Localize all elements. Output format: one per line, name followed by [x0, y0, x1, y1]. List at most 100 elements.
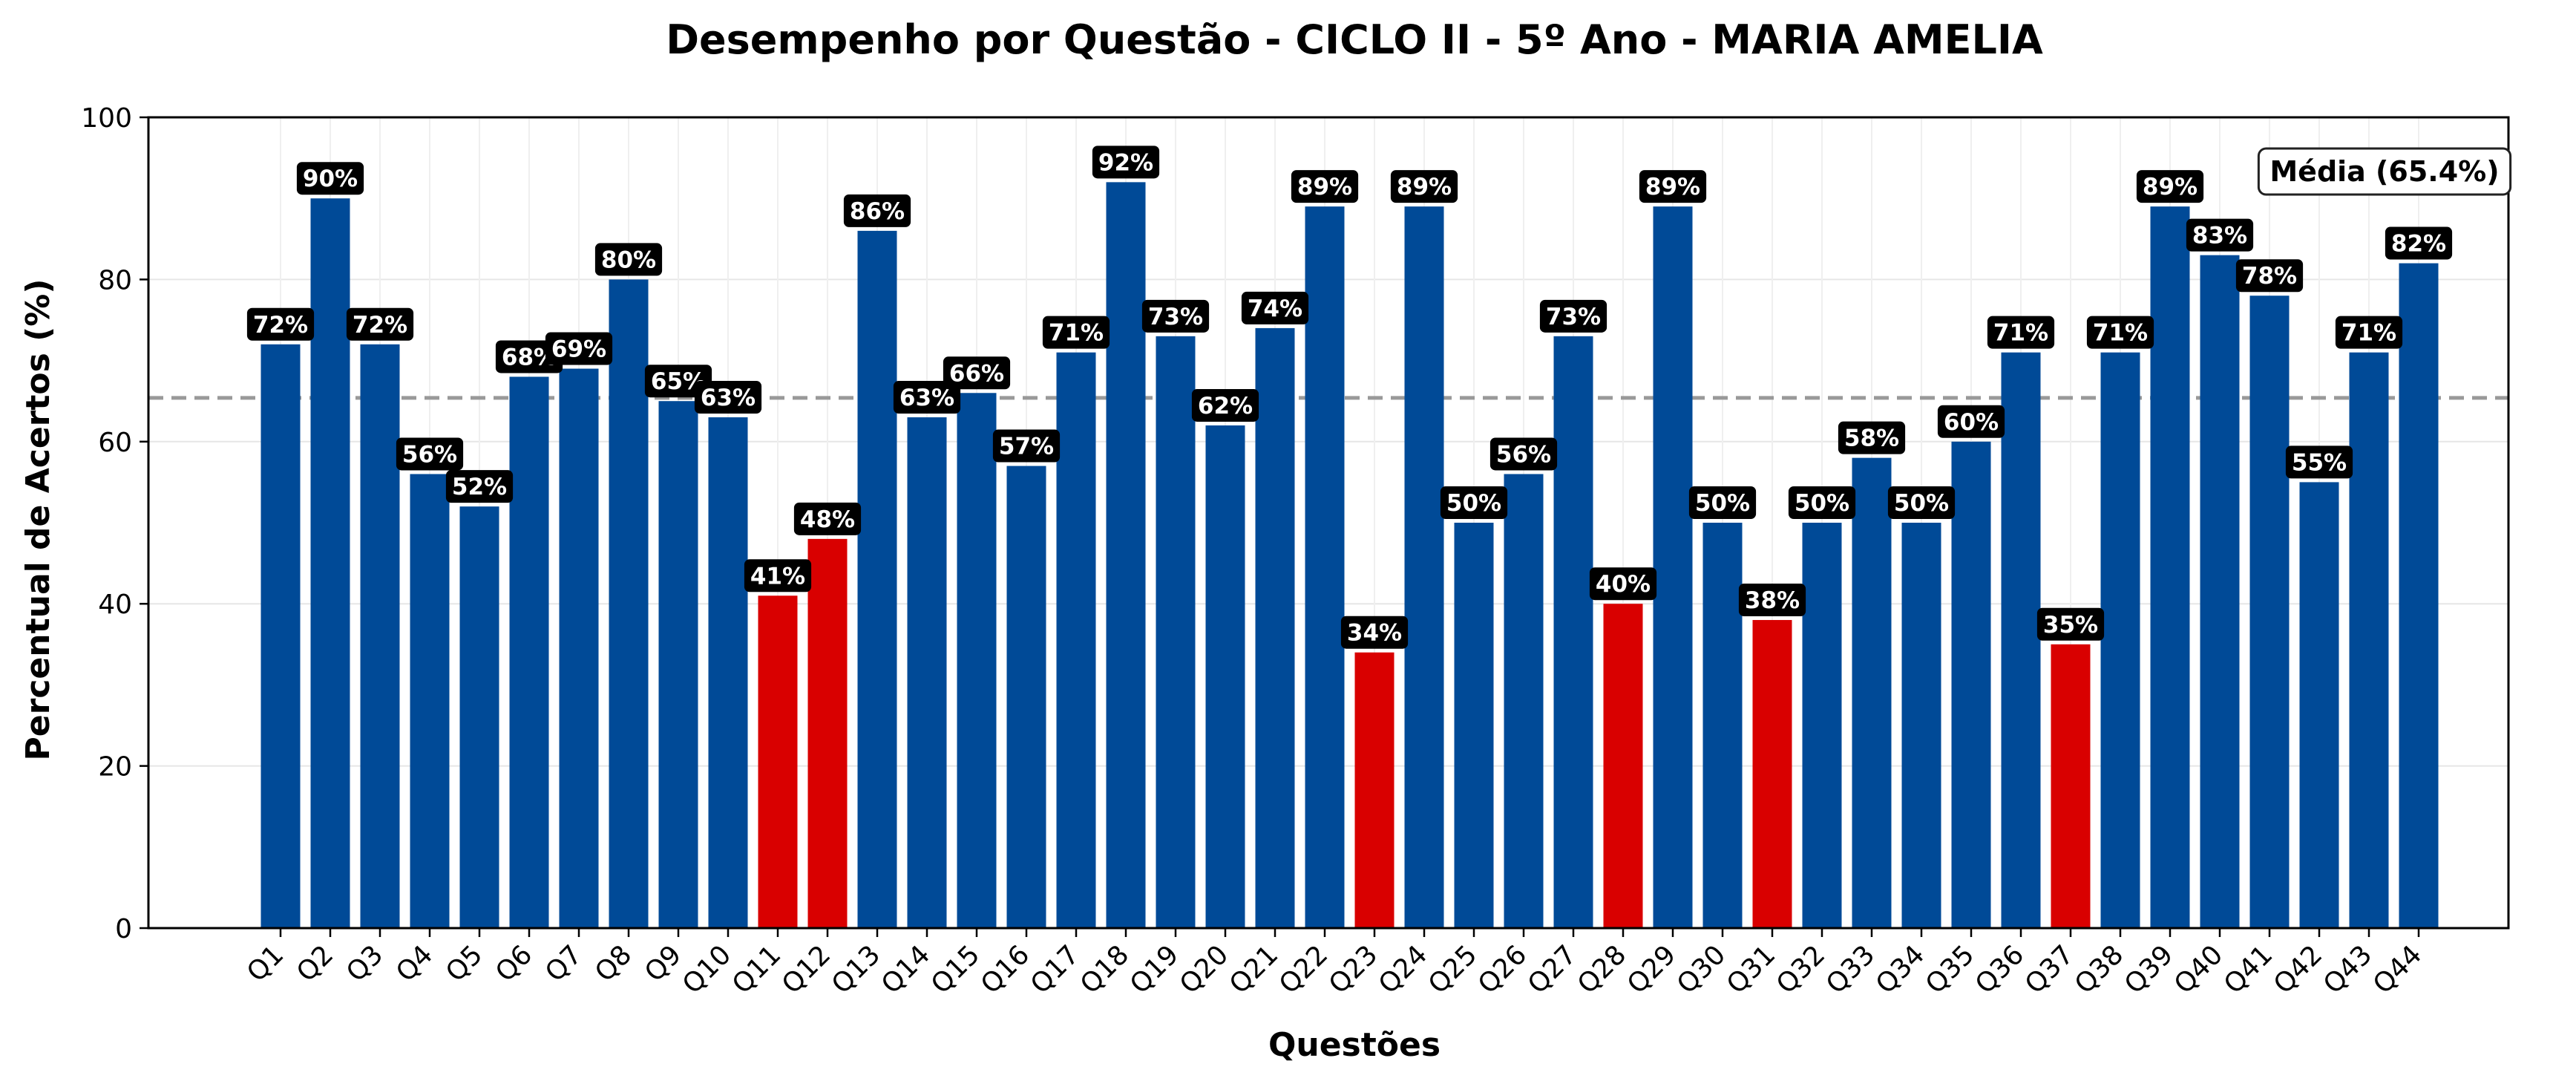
data-label-q23: 34% [1340, 616, 1409, 649]
data-label-text: 55% [2292, 449, 2347, 476]
data-label-bg [694, 381, 762, 414]
bar-q23 [1354, 652, 1394, 928]
data-label-text: 89% [2143, 174, 2198, 200]
x-tick-label: Q8 [589, 939, 638, 988]
data-label-text: 73% [1546, 304, 1601, 330]
data-label-q37: 35% [2036, 607, 2105, 641]
data-label-q17: 71% [1042, 316, 1110, 349]
data-label-q29: 89% [1639, 170, 1707, 203]
data-label-q32: 50% [1788, 486, 1856, 519]
bar-q18 [1106, 182, 1146, 929]
y-tick-label: 80 [98, 265, 132, 296]
bar-q8 [609, 279, 649, 928]
bar-q2 [310, 198, 350, 928]
data-label-bg [793, 502, 862, 535]
data-label-q16: 57% [992, 429, 1061, 463]
data-label-bg [1639, 170, 1707, 203]
data-label-text: 69% [551, 336, 606, 363]
data-label-q36: 71% [1987, 316, 2055, 349]
x-tick-label: Q26 [1472, 939, 1533, 999]
data-label-text: 57% [999, 434, 1054, 460]
bar-q29 [1653, 206, 1693, 928]
bar-q32 [1802, 523, 1842, 928]
x-tick-label: Q1 [241, 939, 289, 988]
x-tick-label: Q23 [1323, 939, 1383, 999]
data-label-text: 78% [2242, 263, 2297, 290]
data-label-text: 38% [1745, 587, 1800, 614]
data-label-q10: 63% [694, 381, 762, 414]
data-label-bg [1141, 299, 1210, 333]
data-label-q26: 56% [1489, 437, 1558, 471]
bar-q6 [509, 376, 549, 928]
data-label-q4: 56% [396, 437, 464, 471]
data-label-text: 72% [353, 312, 407, 339]
data-label-q30: 50% [1688, 486, 1757, 519]
data-label-text: 82% [2391, 231, 2446, 258]
data-label-bg [1241, 291, 1309, 324]
bar-q44 [2399, 263, 2439, 928]
mean-legend: Média (65.4%) [2257, 147, 2512, 196]
data-label-q21: 74% [1241, 291, 1309, 324]
data-label-text: 89% [1645, 174, 1700, 200]
data-label-q27: 73% [1539, 299, 1607, 333]
y-tick-label: 20 [98, 752, 132, 783]
x-tick-label: Q18 [1075, 939, 1135, 999]
x-tick-label: Q35 [1920, 939, 1980, 999]
bars [260, 182, 2439, 929]
x-tick-label: Q16 [975, 939, 1035, 999]
data-label-q24: 89% [1390, 170, 1458, 203]
data-label-q22: 89% [1291, 170, 1359, 203]
x-tick-label: Q22 [1274, 939, 1334, 999]
bar-q14 [907, 417, 947, 928]
mean-legend-text: Média (65.4%) [2269, 155, 2499, 188]
bar-q31 [1752, 620, 1792, 928]
data-label-q34: 50% [1887, 486, 1956, 519]
data-label-q5: 52% [445, 470, 514, 503]
data-label-bg [893, 381, 961, 414]
bar-q25 [1454, 523, 1494, 928]
data-label-bg [744, 559, 812, 593]
data-label-q12: 48% [793, 502, 862, 535]
data-label-text: 89% [1397, 174, 1452, 200]
x-tick-label: Q28 [1572, 939, 1632, 999]
data-label-q25: 50% [1440, 486, 1508, 519]
data-label-bg [246, 307, 315, 341]
data-label-text: 60% [1944, 409, 1999, 436]
x-tick-label: Q32 [1771, 939, 1831, 999]
bar-q22 [1305, 206, 1345, 928]
x-tick-label: Q10 [677, 939, 737, 999]
bar-q4 [410, 474, 450, 928]
x-tick-label: Q31 [1721, 939, 1781, 999]
bar-q3 [360, 344, 400, 928]
data-label-text: 71% [1993, 320, 2048, 347]
data-label-text: 72% [253, 312, 308, 339]
y-tick-label: 100 [81, 103, 132, 134]
data-labels: 72%90%72%56%52%68%69%80%65%63%41%48%86%6… [246, 146, 2453, 649]
bar-q11 [758, 595, 798, 928]
data-label-q40: 83% [2186, 218, 2254, 252]
data-label-text: 80% [601, 247, 656, 273]
bar-q10 [708, 417, 748, 928]
data-label-bg [1489, 437, 1558, 471]
data-label-q41: 78% [2235, 259, 2304, 293]
y-tick-label: 40 [98, 590, 132, 620]
data-label-bg [1987, 316, 2055, 349]
chart-title: Desempenho por Questão - CICLO II - 5º A… [666, 16, 2043, 63]
bar-q15 [957, 393, 997, 928]
data-label-q11: 41% [744, 559, 812, 593]
bar-q40 [2200, 255, 2240, 928]
bar-q39 [2150, 206, 2190, 928]
x-tick-label: Q37 [2019, 939, 2080, 999]
data-label-q14: 63% [893, 381, 961, 414]
bar-q24 [1404, 206, 1444, 928]
data-label-text: 48% [800, 506, 855, 533]
bar-q5 [459, 506, 499, 928]
data-label-bg [1539, 299, 1607, 333]
data-label-text: 71% [2093, 320, 2148, 347]
bar-q30 [1702, 523, 1743, 928]
data-label-text: 83% [2192, 223, 2247, 249]
data-label-bg [396, 437, 464, 471]
x-tick-label: Q27 [1522, 939, 1582, 999]
data-label-q18: 92% [1092, 146, 1160, 179]
data-label-bg [445, 470, 514, 503]
